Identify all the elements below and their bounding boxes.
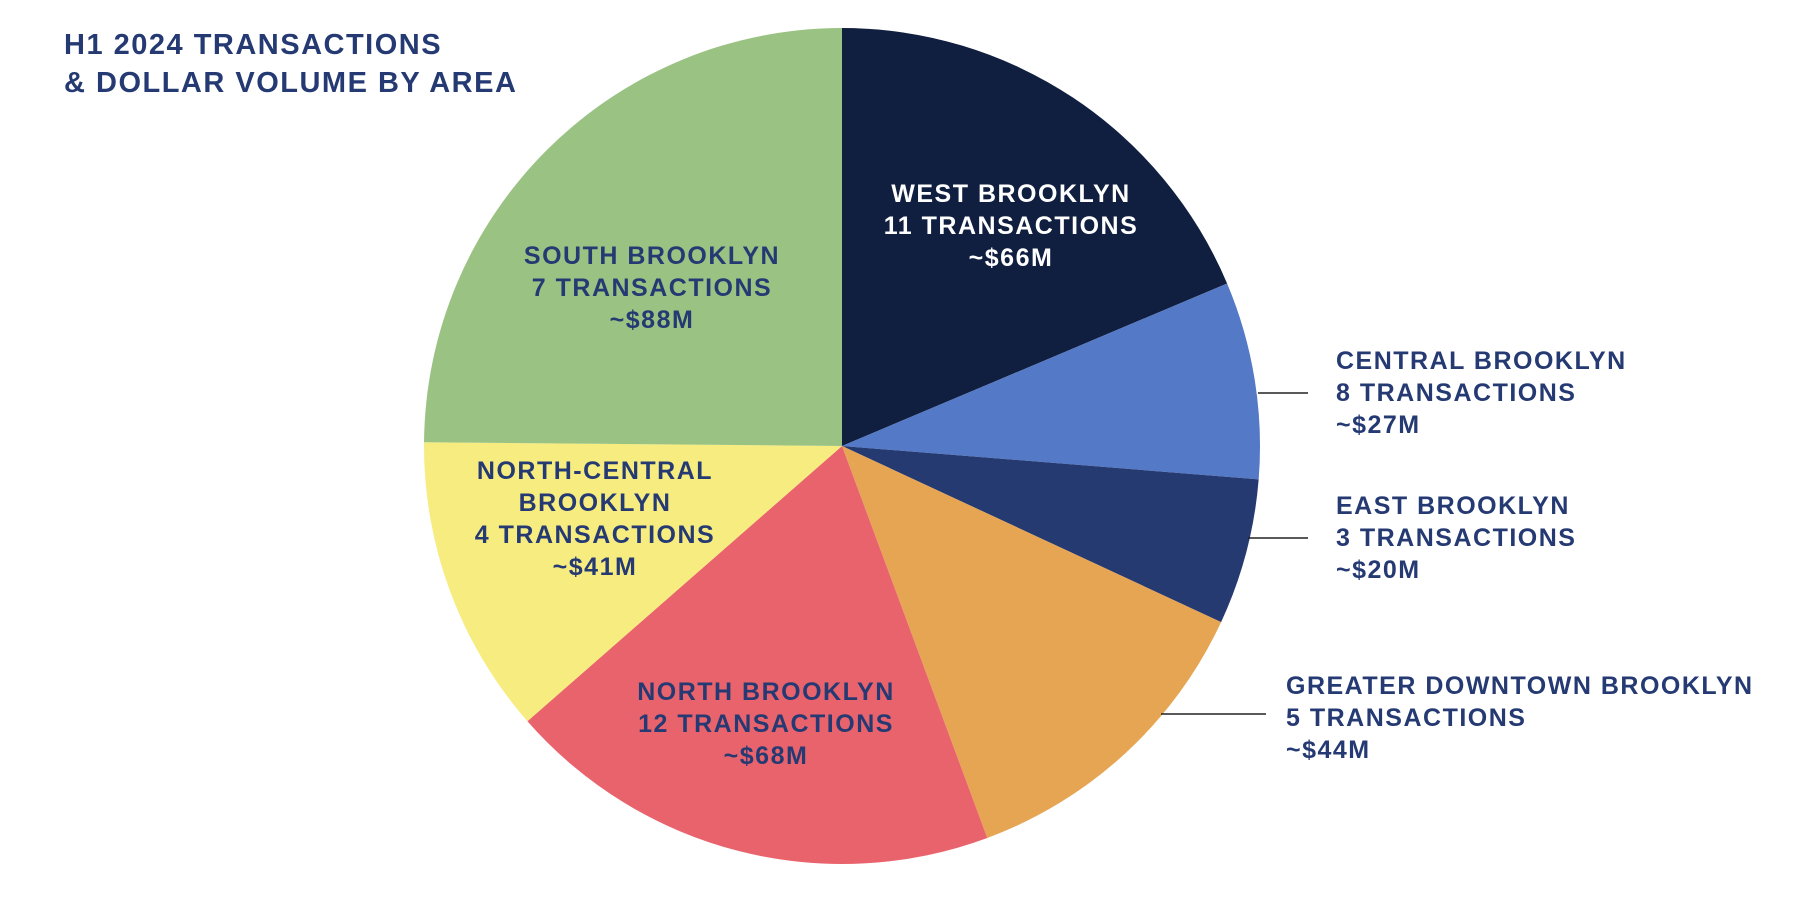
slice-label: CENTRAL BROOKLYN 8 TRANSACTIONS ~$27M xyxy=(1336,345,1627,441)
slice-label: SOUTH BROOKLYN 7 TRANSACTIONS ~$88M xyxy=(524,240,780,336)
title-line: H1 2024 TRANSACTIONS xyxy=(64,29,443,61)
value-label: ~$68M xyxy=(723,742,809,770)
slice-label: EAST BROOKLYN 3 TRANSACTIONS ~$20M xyxy=(1336,490,1576,586)
chart-title: H1 2024 TRANSACTIONS & DOLLAR VOLUME BY … xyxy=(64,26,517,102)
category-label: GREATER DOWNTOWN BROOKLYN xyxy=(1286,672,1754,700)
slice-label: WEST BROOKLYN 11 TRANSACTIONS ~$66M xyxy=(884,178,1138,274)
pie-slice xyxy=(842,283,1260,480)
pie-slice xyxy=(527,446,988,864)
pie-slice xyxy=(842,28,1228,446)
transactions-label: 12 TRANSACTIONS xyxy=(638,710,894,738)
pie-slice xyxy=(842,446,1259,623)
pie-slice xyxy=(842,446,1222,838)
category-label: SOUTH BROOKLYN xyxy=(523,242,781,270)
transactions-label: 4 TRANSACTIONS xyxy=(474,521,716,549)
category-label: NORTH BROOKLYN xyxy=(637,678,895,706)
value-label: ~$66M xyxy=(968,244,1054,272)
pie-slice xyxy=(423,442,842,722)
transactions-label: 7 TRANSACTIONS xyxy=(531,274,773,302)
transactions-label: 11 TRANSACTIONS xyxy=(883,212,1139,240)
transactions-label: 5 TRANSACTIONS xyxy=(1286,704,1527,732)
value-label: ~$88M xyxy=(609,306,695,334)
value-label: ~$27M xyxy=(1336,411,1421,439)
transactions-label: 8 TRANSACTIONS xyxy=(1336,379,1577,407)
value-label: ~$41M xyxy=(552,553,638,581)
category-label: NORTH-CENTRAL BROOKLYN xyxy=(476,457,714,517)
slice-label: NORTH BROOKLYN 12 TRANSACTIONS ~$68M xyxy=(637,676,895,772)
transactions-label: 3 TRANSACTIONS xyxy=(1336,524,1577,552)
slice-label: NORTH-CENTRAL BROOKLYN 4 TRANSACTIONS ~$41… xyxy=(460,455,730,583)
category-label: WEST BROOKLYN xyxy=(891,180,1131,208)
value-label: ~$20M xyxy=(1336,556,1421,584)
category-label: CENTRAL BROOKLYN xyxy=(1336,347,1627,375)
slice-label: GREATER DOWNTOWN BROOKLYN 5 TRANSACTIONS ~… xyxy=(1286,670,1754,766)
category-label: EAST BROOKLYN xyxy=(1336,492,1570,520)
value-label: ~$44M xyxy=(1286,736,1371,764)
pie-slice xyxy=(424,27,842,447)
title-line: & DOLLAR VOLUME BY AREA xyxy=(64,67,518,99)
